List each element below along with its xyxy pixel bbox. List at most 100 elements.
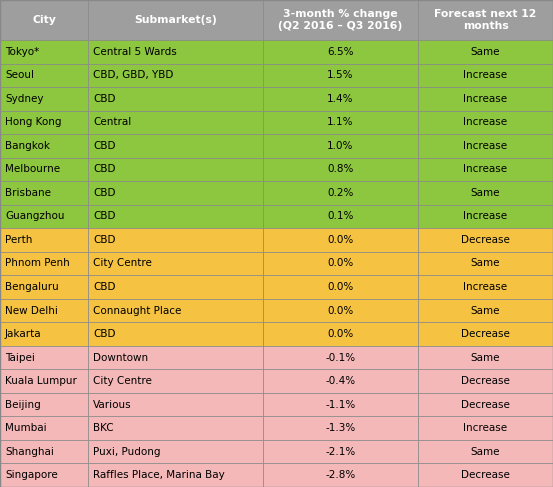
Text: 0.0%: 0.0% [327, 282, 353, 292]
Bar [88, 228, 263, 252]
Bar [0, 228, 88, 252]
Bar [263, 252, 418, 275]
Text: New Delhi: New Delhi [5, 305, 58, 316]
Text: Decrease: Decrease [461, 329, 510, 339]
Bar [418, 252, 553, 275]
Bar [263, 181, 418, 205]
Text: 0.1%: 0.1% [327, 211, 354, 222]
Text: Mumbai: Mumbai [5, 423, 46, 433]
Bar [418, 205, 553, 228]
Bar [418, 322, 553, 346]
Bar [88, 63, 263, 87]
Bar [418, 181, 553, 205]
Bar [418, 63, 553, 87]
Text: 0.0%: 0.0% [327, 329, 353, 339]
Text: 0.0%: 0.0% [327, 305, 353, 316]
Bar [0, 440, 88, 464]
Bar [0, 134, 88, 158]
Bar [0, 205, 88, 228]
Bar [263, 228, 418, 252]
Text: Forecast next 12
months: Forecast next 12 months [434, 9, 537, 31]
Text: Increase: Increase [463, 423, 508, 433]
Text: CBD: CBD [93, 329, 116, 339]
Text: Raffles Place, Marina Bay: Raffles Place, Marina Bay [93, 470, 225, 480]
Text: Increase: Increase [463, 165, 508, 174]
Text: Decrease: Decrease [461, 400, 510, 410]
Text: Decrease: Decrease [461, 235, 510, 245]
Text: Tokyo*: Tokyo* [5, 47, 39, 57]
Text: Jakarta: Jakarta [5, 329, 41, 339]
Bar [263, 63, 418, 87]
Text: 0.0%: 0.0% [327, 235, 353, 245]
Text: -2.1%: -2.1% [325, 447, 356, 457]
Bar [0, 346, 88, 369]
Text: Central: Central [93, 117, 131, 127]
Text: 0.2%: 0.2% [327, 188, 354, 198]
Bar [263, 416, 418, 440]
Bar [0, 252, 88, 275]
Text: Increase: Increase [463, 211, 508, 222]
Text: Bengaluru: Bengaluru [5, 282, 59, 292]
Text: Hong Kong: Hong Kong [5, 117, 61, 127]
Bar [263, 40, 418, 63]
Bar [88, 205, 263, 228]
Bar [88, 393, 263, 416]
Bar [418, 416, 553, 440]
Bar [418, 299, 553, 322]
Bar [418, 275, 553, 299]
Bar [0, 393, 88, 416]
Bar [0, 111, 88, 134]
Bar [263, 322, 418, 346]
Bar [0, 275, 88, 299]
Bar [263, 440, 418, 464]
Text: Same: Same [471, 188, 500, 198]
Bar [263, 205, 418, 228]
Text: Sydney: Sydney [5, 94, 44, 104]
Bar [88, 40, 263, 63]
Bar [88, 0, 263, 40]
Text: Same: Same [471, 259, 500, 268]
Bar [263, 393, 418, 416]
Bar [88, 369, 263, 393]
Bar [0, 369, 88, 393]
Text: 1.1%: 1.1% [327, 117, 354, 127]
Text: Increase: Increase [463, 70, 508, 80]
Text: 0.0%: 0.0% [327, 259, 353, 268]
Bar [418, 134, 553, 158]
Bar [263, 0, 418, 40]
Text: Decrease: Decrease [461, 376, 510, 386]
Bar [0, 181, 88, 205]
Text: Same: Same [471, 353, 500, 363]
Text: 0.8%: 0.8% [327, 165, 354, 174]
Text: Kuala Lumpur: Kuala Lumpur [5, 376, 77, 386]
Text: Central 5 Wards: Central 5 Wards [93, 47, 177, 57]
Bar [0, 0, 88, 40]
Bar [418, 87, 553, 111]
Text: Downtown: Downtown [93, 353, 148, 363]
Text: Beijing: Beijing [5, 400, 41, 410]
Text: Melbourne: Melbourne [5, 165, 60, 174]
Bar [88, 299, 263, 322]
Text: Connaught Place: Connaught Place [93, 305, 181, 316]
Text: City Centre: City Centre [93, 376, 152, 386]
Bar [418, 369, 553, 393]
Bar [418, 111, 553, 134]
Bar [0, 158, 88, 181]
Text: -0.4%: -0.4% [325, 376, 356, 386]
Text: 1.4%: 1.4% [327, 94, 354, 104]
Text: 3-month % change
(Q2 2016 – Q3 2016): 3-month % change (Q2 2016 – Q3 2016) [278, 9, 403, 31]
Bar [88, 158, 263, 181]
Bar [418, 158, 553, 181]
Bar [418, 440, 553, 464]
Text: -1.1%: -1.1% [325, 400, 356, 410]
Text: Bangkok: Bangkok [5, 141, 50, 151]
Bar [0, 299, 88, 322]
Bar [263, 158, 418, 181]
Text: Guangzhou: Guangzhou [5, 211, 65, 222]
Text: Increase: Increase [463, 117, 508, 127]
Text: Seoul: Seoul [5, 70, 34, 80]
Bar [88, 322, 263, 346]
Bar [263, 369, 418, 393]
Bar [263, 464, 418, 487]
Text: CBD, GBD, YBD: CBD, GBD, YBD [93, 70, 174, 80]
